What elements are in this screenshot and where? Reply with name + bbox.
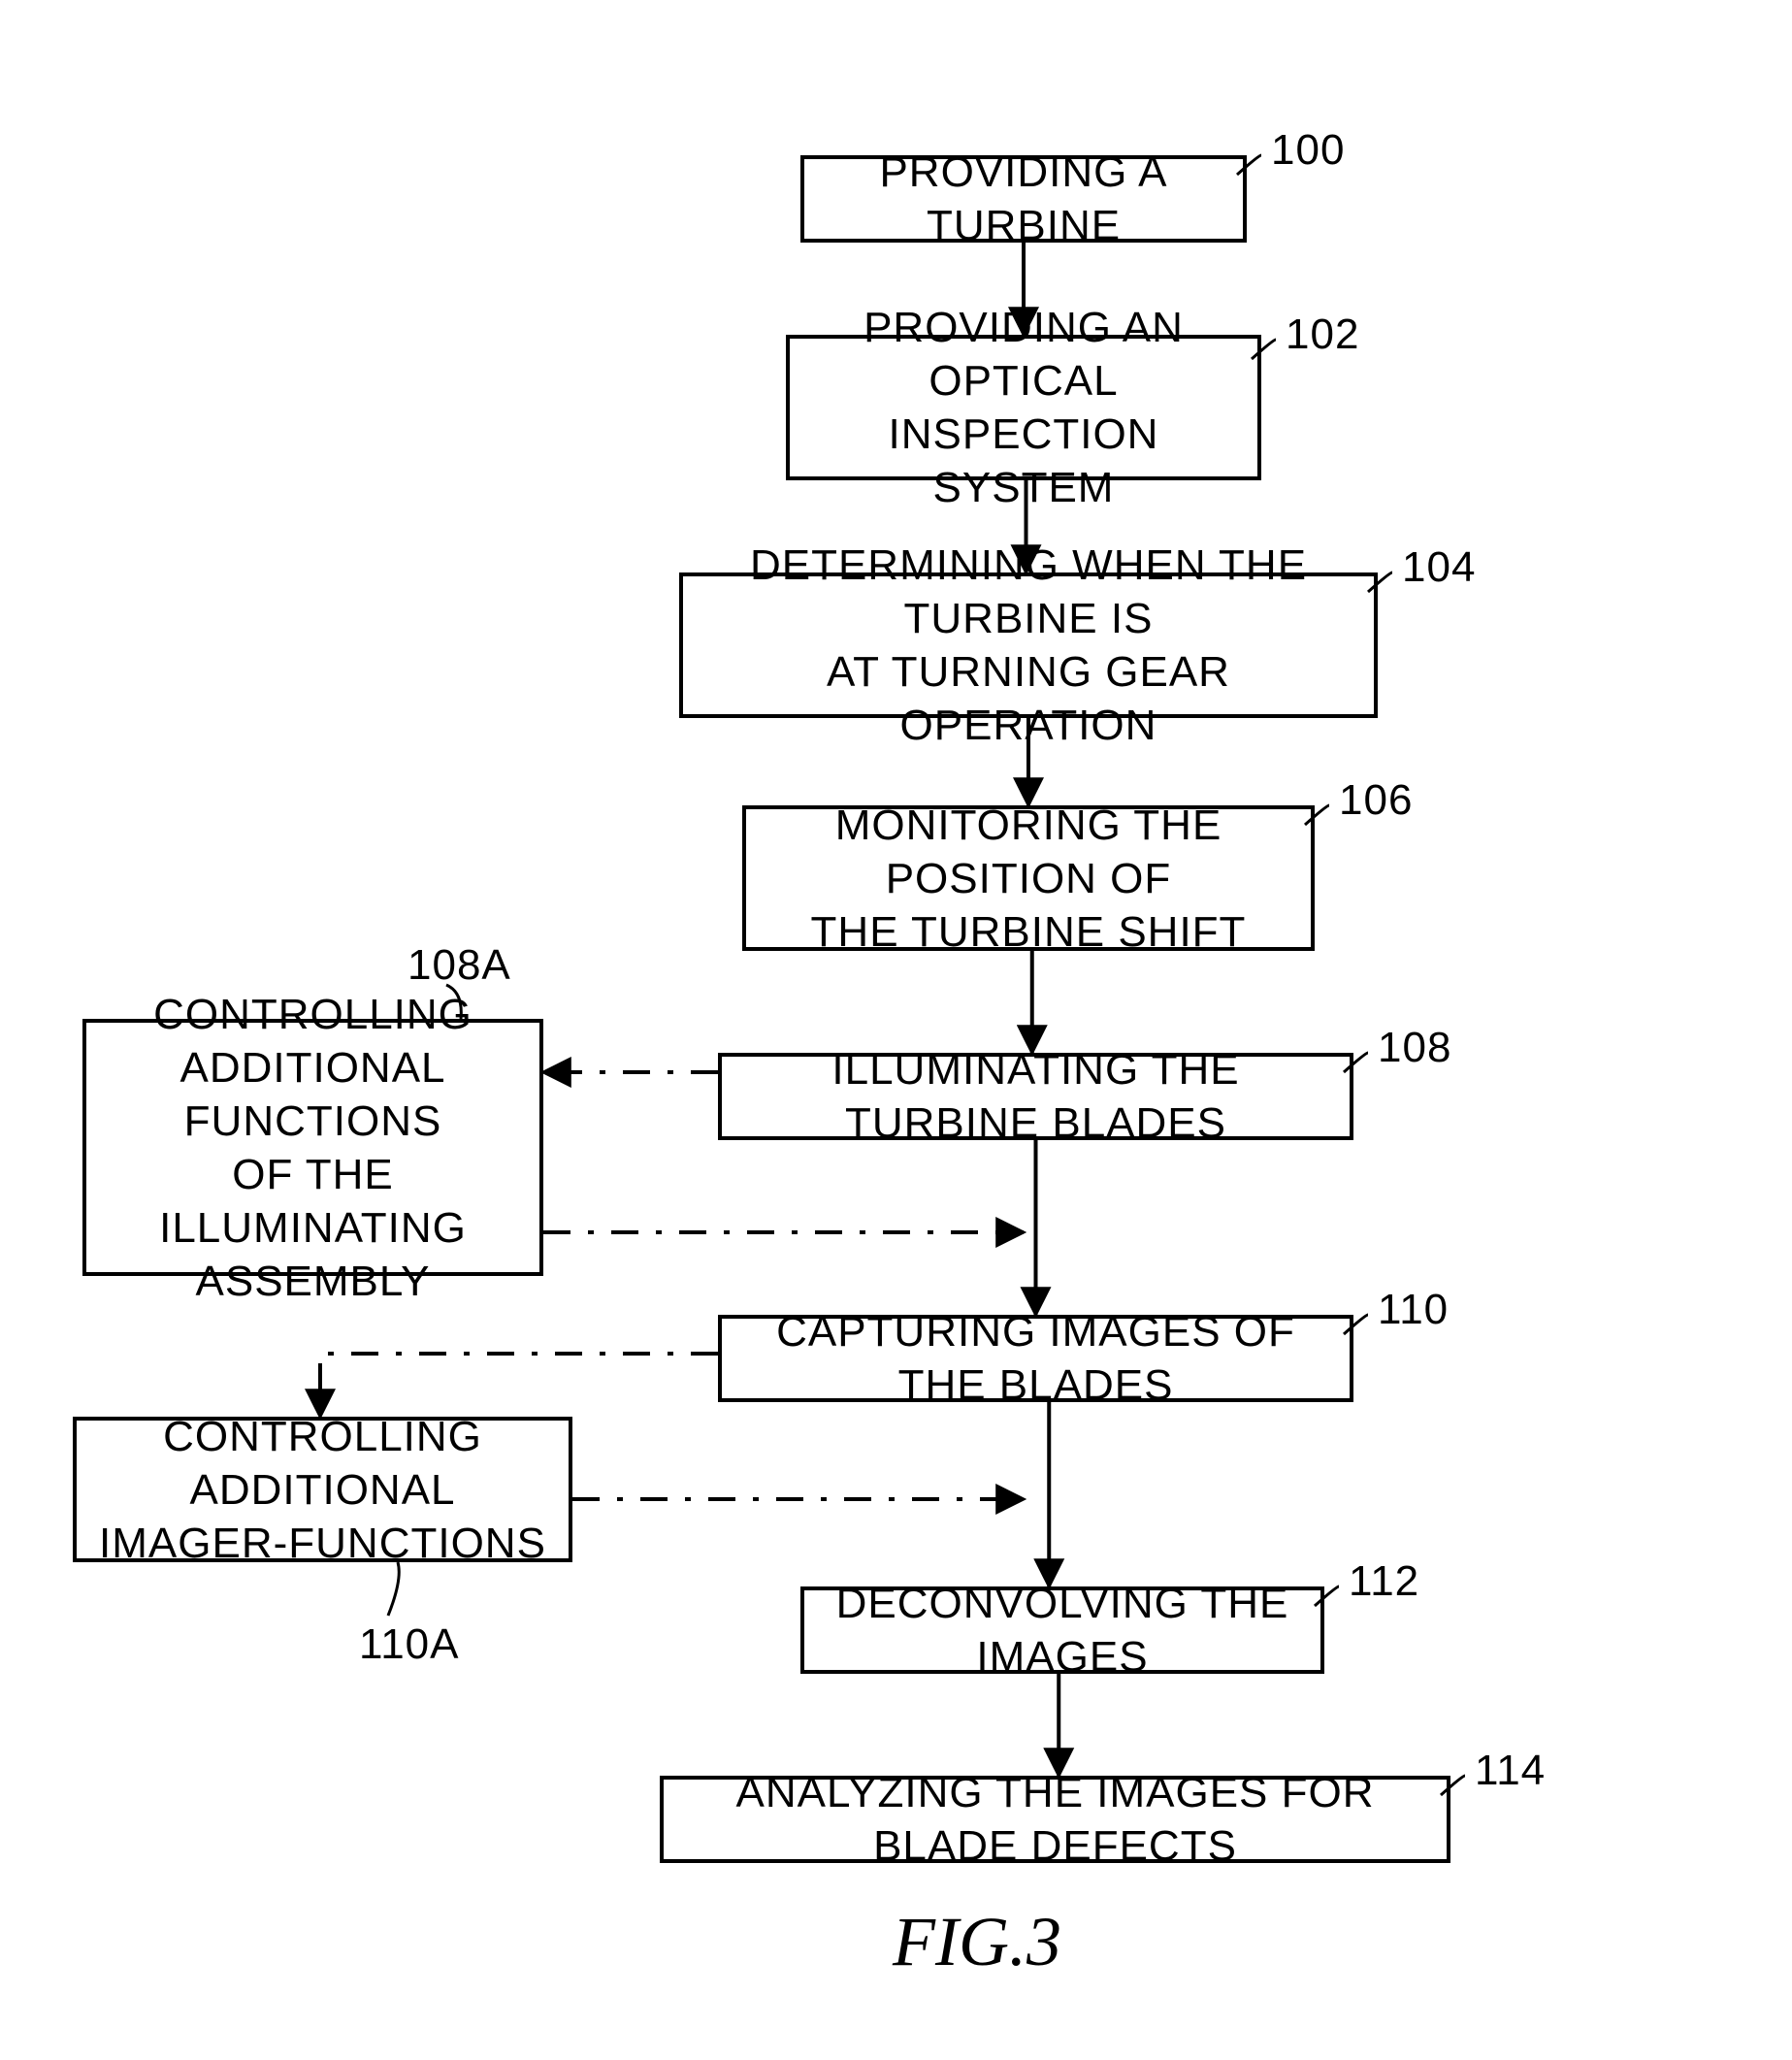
node-112: DECONVOLVING THE IMAGES: [800, 1586, 1324, 1674]
ref-110a: 110A: [359, 1620, 460, 1669]
node-100: PROVIDING A TURBINE: [800, 155, 1247, 243]
ref-100: 100: [1271, 126, 1345, 175]
ref-108a: 108A: [407, 941, 511, 990]
ref-110: 110: [1378, 1286, 1449, 1334]
ref-108: 108: [1378, 1024, 1451, 1072]
node-110a: CONTROLLING ADDITIONALIMAGER-FUNCTIONS: [73, 1417, 572, 1562]
node-102: PROVIDING AN OPTICALINSPECTION SYSTEM: [786, 335, 1261, 480]
node-114: ANALYZING THE IMAGES FOR BLADE DEFECTS: [660, 1776, 1450, 1863]
ref-106: 106: [1339, 776, 1413, 825]
ref-114: 114: [1475, 1747, 1546, 1795]
ref-102: 102: [1286, 311, 1359, 359]
figure-caption: FIG.3: [893, 1902, 1061, 1982]
ref-112: 112: [1349, 1557, 1419, 1606]
node-110: CAPTURING IMAGES OF THE BLADES: [718, 1315, 1353, 1402]
node-108: ILLUMINATING THE TURBINE BLADES: [718, 1053, 1353, 1140]
node-108a: CONTROLLINGADDITIONAL FUNCTIONSOF THE IL…: [82, 1019, 543, 1276]
node-106: MONITORING THE POSITION OFTHE TURBINE SH…: [742, 805, 1315, 951]
ref-104: 104: [1402, 543, 1476, 592]
node-104: DETERMINING WHEN THE TURBINE ISAT TURNIN…: [679, 572, 1378, 718]
